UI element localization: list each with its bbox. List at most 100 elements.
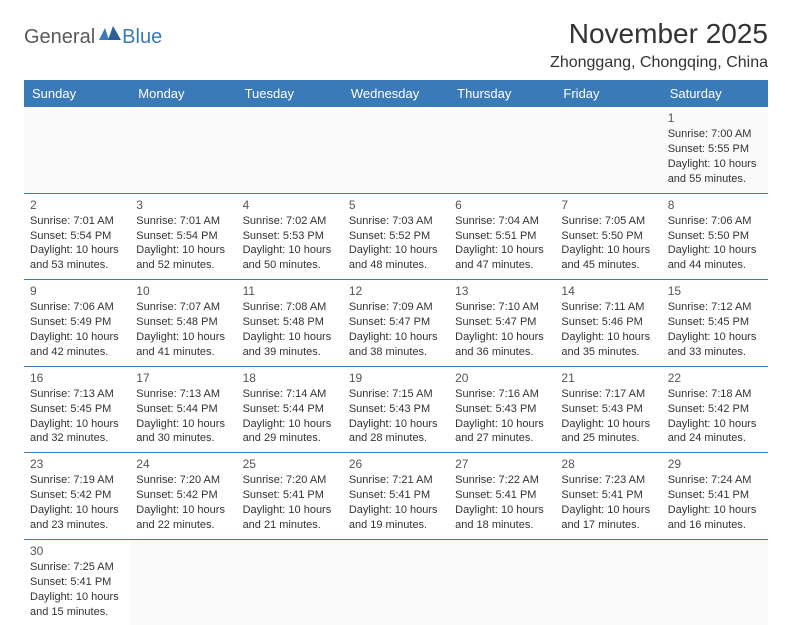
- logo: General Blue: [24, 18, 162, 49]
- sunrise-text: Sunrise: 7:06 AM: [668, 214, 762, 229]
- sunrise-text: Sunrise: 7:00 AM: [668, 127, 762, 142]
- sunrise-text: Sunrise: 7:08 AM: [243, 300, 337, 315]
- day-number: 3: [136, 197, 230, 213]
- calendar-day-cell: 22Sunrise: 7:18 AMSunset: 5:42 PMDayligh…: [662, 366, 768, 453]
- calendar-day-cell: 10Sunrise: 7:07 AMSunset: 5:48 PMDayligh…: [130, 280, 236, 367]
- day-header: Sunday: [24, 80, 130, 107]
- sunrise-text: Sunrise: 7:12 AM: [668, 300, 762, 315]
- calendar-header-row: Sunday Monday Tuesday Wednesday Thursday…: [24, 80, 768, 107]
- sunrise-text: Sunrise: 7:25 AM: [30, 560, 124, 575]
- day-number: 14: [561, 283, 655, 299]
- day-number: 22: [668, 370, 762, 386]
- calendar-day-cell: [130, 539, 236, 625]
- sunrise-text: Sunrise: 7:21 AM: [349, 473, 443, 488]
- day-number: 15: [668, 283, 762, 299]
- calendar-day-cell: [237, 107, 343, 193]
- day-number: 23: [30, 456, 124, 472]
- sunrise-text: Sunrise: 7:13 AM: [30, 387, 124, 402]
- calendar-day-cell: 28Sunrise: 7:23 AMSunset: 5:41 PMDayligh…: [555, 453, 661, 540]
- sunrise-text: Sunrise: 7:03 AM: [349, 214, 443, 229]
- calendar-day-cell: [449, 539, 555, 625]
- calendar-day-cell: 30Sunrise: 7:25 AMSunset: 5:41 PMDayligh…: [24, 539, 130, 625]
- day-number: 30: [30, 543, 124, 559]
- sunset-text: Sunset: 5:43 PM: [455, 402, 549, 417]
- day-number: 10: [136, 283, 230, 299]
- sunset-text: Sunset: 5:41 PM: [455, 488, 549, 503]
- calendar-day-cell: [343, 539, 449, 625]
- calendar-day-cell: 1Sunrise: 7:00 AMSunset: 5:55 PMDaylight…: [662, 107, 768, 193]
- day-number: 6: [455, 197, 549, 213]
- calendar-day-cell: 15Sunrise: 7:12 AMSunset: 5:45 PMDayligh…: [662, 280, 768, 367]
- calendar-day-cell: [237, 539, 343, 625]
- daylight-text: Daylight: 10 hours and 24 minutes.: [668, 417, 762, 447]
- calendar-day-cell: [343, 107, 449, 193]
- sunrise-text: Sunrise: 7:07 AM: [136, 300, 230, 315]
- calendar-day-cell: [24, 107, 130, 193]
- daylight-text: Daylight: 10 hours and 48 minutes.: [349, 243, 443, 273]
- day-header: Wednesday: [343, 80, 449, 107]
- sunrise-text: Sunrise: 7:24 AM: [668, 473, 762, 488]
- sunset-text: Sunset: 5:42 PM: [136, 488, 230, 503]
- sunrise-text: Sunrise: 7:06 AM: [30, 300, 124, 315]
- calendar-day-cell: [130, 107, 236, 193]
- sunset-text: Sunset: 5:54 PM: [136, 229, 230, 244]
- calendar-day-cell: [662, 539, 768, 625]
- day-header: Thursday: [449, 80, 555, 107]
- day-number: 5: [349, 197, 443, 213]
- page-subtitle: Zhonggang, Chongqing, China: [550, 54, 768, 72]
- daylight-text: Daylight: 10 hours and 28 minutes.: [349, 417, 443, 447]
- daylight-text: Daylight: 10 hours and 39 minutes.: [243, 330, 337, 360]
- day-number: 2: [30, 197, 124, 213]
- sunset-text: Sunset: 5:49 PM: [30, 315, 124, 330]
- daylight-text: Daylight: 10 hours and 42 minutes.: [30, 330, 124, 360]
- day-number: 9: [30, 283, 124, 299]
- calendar-day-cell: 4Sunrise: 7:02 AMSunset: 5:53 PMDaylight…: [237, 193, 343, 280]
- daylight-text: Daylight: 10 hours and 50 minutes.: [243, 243, 337, 273]
- daylight-text: Daylight: 10 hours and 23 minutes.: [30, 503, 124, 533]
- calendar-day-cell: 9Sunrise: 7:06 AMSunset: 5:49 PMDaylight…: [24, 280, 130, 367]
- calendar-day-cell: 18Sunrise: 7:14 AMSunset: 5:44 PMDayligh…: [237, 366, 343, 453]
- sunrise-text: Sunrise: 7:04 AM: [455, 214, 549, 229]
- day-number: 20: [455, 370, 549, 386]
- sunset-text: Sunset: 5:41 PM: [30, 575, 124, 590]
- calendar-week-row: 2Sunrise: 7:01 AMSunset: 5:54 PMDaylight…: [24, 193, 768, 280]
- sunset-text: Sunset: 5:55 PM: [668, 142, 762, 157]
- daylight-text: Daylight: 10 hours and 55 minutes.: [668, 157, 762, 187]
- sunset-text: Sunset: 5:51 PM: [455, 229, 549, 244]
- calendar-week-row: 30Sunrise: 7:25 AMSunset: 5:41 PMDayligh…: [24, 539, 768, 625]
- day-number: 26: [349, 456, 443, 472]
- sunset-text: Sunset: 5:42 PM: [30, 488, 124, 503]
- day-header: Tuesday: [237, 80, 343, 107]
- sunset-text: Sunset: 5:45 PM: [668, 315, 762, 330]
- daylight-text: Daylight: 10 hours and 22 minutes.: [136, 503, 230, 533]
- daylight-text: Daylight: 10 hours and 52 minutes.: [136, 243, 230, 273]
- day-number: 11: [243, 283, 337, 299]
- day-number: 25: [243, 456, 337, 472]
- flag-icon: [99, 26, 121, 47]
- calendar-day-cell: 8Sunrise: 7:06 AMSunset: 5:50 PMDaylight…: [662, 193, 768, 280]
- sunrise-text: Sunrise: 7:18 AM: [668, 387, 762, 402]
- sunrise-text: Sunrise: 7:11 AM: [561, 300, 655, 315]
- daylight-text: Daylight: 10 hours and 53 minutes.: [30, 243, 124, 273]
- calendar-day-cell: 3Sunrise: 7:01 AMSunset: 5:54 PMDaylight…: [130, 193, 236, 280]
- sunset-text: Sunset: 5:54 PM: [30, 229, 124, 244]
- day-number: 1: [668, 110, 762, 126]
- sunset-text: Sunset: 5:41 PM: [668, 488, 762, 503]
- sunset-text: Sunset: 5:46 PM: [561, 315, 655, 330]
- sunset-text: Sunset: 5:45 PM: [30, 402, 124, 417]
- sunrise-text: Sunrise: 7:13 AM: [136, 387, 230, 402]
- daylight-text: Daylight: 10 hours and 15 minutes.: [30, 590, 124, 620]
- calendar-week-row: 9Sunrise: 7:06 AMSunset: 5:49 PMDaylight…: [24, 280, 768, 367]
- daylight-text: Daylight: 10 hours and 32 minutes.: [30, 417, 124, 447]
- calendar-day-cell: 20Sunrise: 7:16 AMSunset: 5:43 PMDayligh…: [449, 366, 555, 453]
- sunset-text: Sunset: 5:47 PM: [455, 315, 549, 330]
- calendar-day-cell: [555, 107, 661, 193]
- calendar-day-cell: [449, 107, 555, 193]
- calendar-day-cell: 25Sunrise: 7:20 AMSunset: 5:41 PMDayligh…: [237, 453, 343, 540]
- calendar-day-cell: 6Sunrise: 7:04 AMSunset: 5:51 PMDaylight…: [449, 193, 555, 280]
- calendar-day-cell: 19Sunrise: 7:15 AMSunset: 5:43 PMDayligh…: [343, 366, 449, 453]
- title-block: November 2025 Zhonggang, Chongqing, Chin…: [550, 18, 768, 72]
- daylight-text: Daylight: 10 hours and 36 minutes.: [455, 330, 549, 360]
- day-header: Friday: [555, 80, 661, 107]
- day-number: 16: [30, 370, 124, 386]
